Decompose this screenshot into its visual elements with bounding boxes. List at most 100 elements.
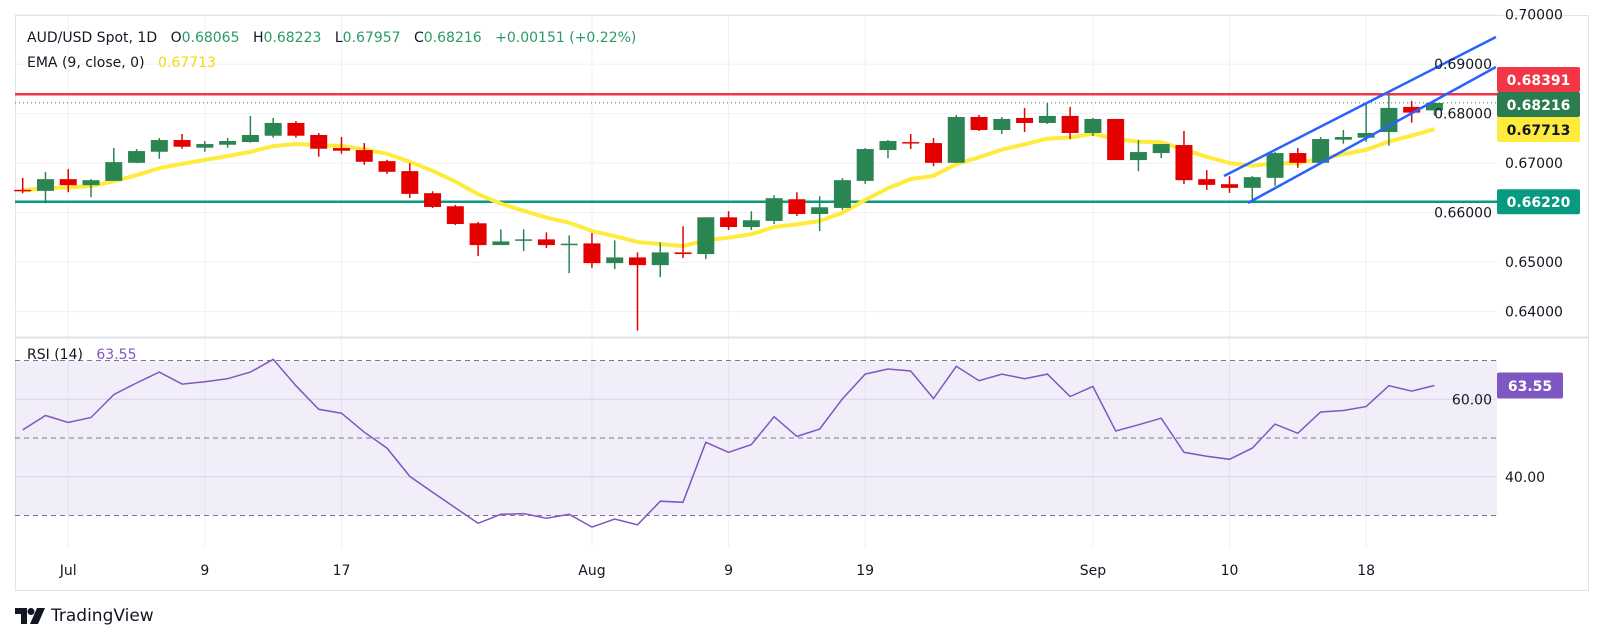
rsi-value: 63.55: [96, 347, 137, 363]
time-tick-label: Sep: [1080, 563, 1107, 579]
candle-body: [332, 148, 350, 151]
ema-line: [22, 127, 1435, 249]
ema-legend[interactable]: EMA (9, close, 0) 0.67713: [27, 54, 216, 72]
candle-body: [1380, 107, 1398, 133]
candle: [219, 138, 237, 148]
candle: [742, 211, 760, 231]
candle: [1129, 140, 1147, 172]
candle: [264, 117, 282, 138]
change-value: +0.00151 (+0.22%): [495, 30, 637, 46]
candle: [1016, 107, 1034, 133]
candle-body: [947, 116, 965, 163]
candle: [1243, 176, 1261, 204]
candle: [1084, 117, 1102, 137]
price-tick-label: 0.64000: [1505, 305, 1563, 321]
candle: [196, 141, 214, 152]
candle: [492, 229, 510, 246]
candle: [902, 133, 920, 150]
candle-body: [469, 223, 487, 246]
candle-body: [36, 179, 54, 191]
candle: [128, 149, 146, 164]
candle: [36, 172, 54, 204]
rsi-legend[interactable]: RSI (14) 63.55: [27, 346, 136, 364]
candle-body: [1038, 115, 1056, 123]
chart-frame: [15, 15, 1589, 591]
rsi-series: [22, 358, 1435, 528]
time-tick-label: 10: [1221, 563, 1239, 579]
candle: [1403, 100, 1421, 123]
ema-value: 0.67713: [158, 55, 216, 71]
candle-body: [82, 180, 100, 186]
candle: [241, 115, 259, 143]
candle-body: [1152, 144, 1170, 154]
candle: [1357, 103, 1375, 142]
candle: [1334, 129, 1352, 144]
candle-body: [583, 243, 601, 264]
ema-price-tag-text: 0.67713: [1507, 123, 1571, 139]
candle-body: [1289, 153, 1307, 163]
candle-body: [105, 162, 123, 181]
candle: [1425, 102, 1443, 116]
candle: [446, 204, 464, 226]
channel-lower-line[interactable]: [1247, 65, 1497, 205]
candle: [1380, 94, 1398, 146]
time-tick-label: 9: [724, 563, 733, 579]
candle-body: [674, 252, 692, 255]
candle-body: [1107, 118, 1125, 161]
rsi-axis[interactable]: 60.00 40.00: [1452, 392, 1545, 486]
tradingview-logo-icon: [15, 608, 45, 624]
rsi-tick-label: 40.00: [1505, 470, 1545, 486]
candle-body: [902, 142, 920, 144]
time-tick-label: 17: [333, 563, 351, 579]
time-tick-label: 19: [856, 563, 874, 579]
candle: [697, 217, 715, 260]
rsi-value-tag-text: 63.55: [1508, 379, 1552, 395]
candle-body: [150, 140, 168, 152]
resistance-price-tag-box: [1497, 67, 1580, 92]
candle: [1289, 148, 1307, 168]
price-tick-label: 0.65000: [1505, 255, 1563, 271]
resistance-price-tag-text: 0.68391: [1507, 73, 1571, 89]
candle-body: [492, 241, 510, 246]
symbol-legend: AUD/USD Spot, 1D O0.68065 H0.68223 L0.67…: [27, 29, 636, 47]
last-price-tag-box: [1497, 92, 1580, 117]
time-axis[interactable]: Jul 9 17 Aug 9 19 Sep 10 18: [59, 563, 1375, 579]
price-tags: 0.68391 0.68216 0.67713 0.66220 63.55: [1497, 67, 1580, 399]
candle: [310, 133, 328, 157]
low-label: L: [334, 30, 343, 46]
time-tick-label: Aug: [578, 563, 605, 579]
candle: [651, 242, 669, 278]
candle-body: [173, 140, 191, 147]
channel-upper-line[interactable]: [1223, 35, 1497, 178]
candle-body: [1129, 152, 1147, 161]
trend-channel[interactable]: [1223, 35, 1497, 205]
time-tick-label: Jul: [59, 563, 77, 579]
candle-body: [264, 122, 282, 136]
ema-series: [22, 127, 1435, 249]
price-tick-label: 0.68000: [1434, 107, 1492, 123]
candle-body: [241, 134, 259, 143]
candle: [59, 169, 77, 193]
price-tick-label: 0.67000: [1505, 156, 1563, 172]
candle-body: [833, 180, 851, 208]
candle-body: [446, 206, 464, 224]
candle: [287, 120, 305, 138]
close-label: C: [414, 30, 424, 46]
candle: [788, 192, 806, 216]
candle-body: [1221, 184, 1239, 188]
ema-price-tag: 0.67713: [1497, 117, 1580, 142]
price-tick-label: 0.69000: [1434, 57, 1492, 73]
candle-body: [537, 239, 555, 246]
candle: [628, 252, 646, 331]
candle: [1198, 170, 1216, 190]
candle: [401, 163, 419, 198]
candle-body: [128, 151, 146, 163]
price-axis[interactable]: 0.70000 0.69000 0.68000 0.67000 0.66000 0.650…: [1434, 8, 1563, 321]
tradingview-logo[interactable]: TradingView: [15, 606, 154, 626]
last-price-tag-text: 0.68216: [1507, 98, 1571, 114]
candle: [765, 195, 783, 224]
candle: [469, 222, 487, 257]
symbol-title[interactable]: AUD/USD Spot, 1D: [27, 30, 158, 46]
candle-body: [1016, 117, 1034, 123]
